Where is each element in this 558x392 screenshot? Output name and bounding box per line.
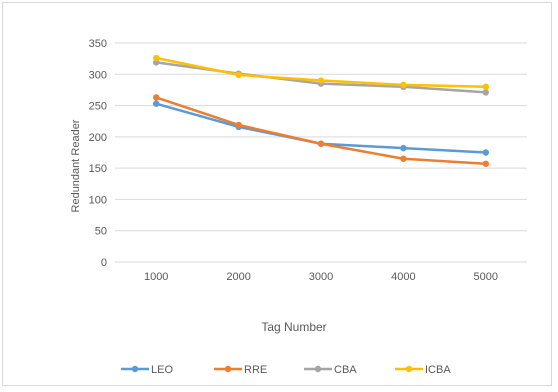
data-point — [235, 71, 242, 79]
y-tick-label: 250 — [89, 101, 107, 113]
data-point — [482, 89, 489, 96]
y-tick-label: 0 — [101, 257, 107, 269]
data-point — [235, 121, 242, 129]
legend-marker — [131, 365, 139, 373]
line-chart: 0 50 100 150 200 250 300 350 1000 2000 3000 4000 50… — [70, 38, 527, 376]
legend-label: CBA — [334, 364, 357, 376]
y-tick-label: 300 — [89, 69, 107, 81]
legend-item-icba: ICBA — [395, 364, 451, 376]
x-tick-label: 3000 — [309, 271, 333, 283]
chart-container: 0 50 100 150 200 250 300 350 1000 2000 3000 4000 50… — [2, 2, 552, 386]
legend: LEO RRE CBA ICBA — [121, 364, 451, 376]
x-axis-label: Tag Number — [261, 320, 326, 334]
legend-item-cba: CBA — [304, 364, 357, 376]
series-icba — [153, 54, 489, 91]
y-tick-label: 150 — [89, 163, 107, 175]
x-tick-label: 1000 — [144, 271, 168, 283]
y-tick-label: 100 — [89, 194, 107, 206]
data-point — [317, 77, 325, 84]
legend-label: LEO — [151, 364, 173, 376]
data-point — [153, 59, 160, 66]
data-point — [482, 83, 489, 91]
data-point — [400, 81, 407, 89]
series-rre — [153, 94, 489, 167]
y-axis-ticks: 0 50 100 150 200 250 300 350 — [89, 38, 107, 269]
series-line — [154, 96, 488, 166]
y-axis-label: Redundant Reader — [70, 119, 82, 212]
data-point — [153, 100, 160, 107]
series-leo — [153, 100, 489, 156]
legend-marker — [314, 365, 322, 373]
y-tick-label: 350 — [89, 38, 107, 50]
x-axis-ticks: 1000 2000 3000 4000 5000 — [144, 271, 498, 283]
x-tick-label: 2000 — [226, 271, 250, 283]
legend-item-leo: LEO — [121, 364, 173, 376]
data-point — [153, 54, 160, 62]
legend-marker — [405, 365, 413, 373]
series-lines — [153, 54, 489, 167]
x-tick-label: 4000 — [391, 271, 415, 283]
data-point — [153, 94, 160, 101]
data-point — [317, 140, 325, 147]
legend-marker — [224, 365, 232, 373]
data-point — [400, 155, 407, 162]
legend-label: ICBA — [425, 364, 451, 376]
data-point — [482, 149, 489, 156]
legend-item-rre: RRE — [214, 364, 267, 376]
legend-label: RRE — [244, 364, 267, 376]
data-point — [400, 144, 407, 152]
y-tick-label: 50 — [95, 226, 107, 238]
x-tick-label: 5000 — [474, 271, 498, 283]
data-point — [482, 160, 489, 167]
y-tick-label: 200 — [89, 132, 107, 144]
